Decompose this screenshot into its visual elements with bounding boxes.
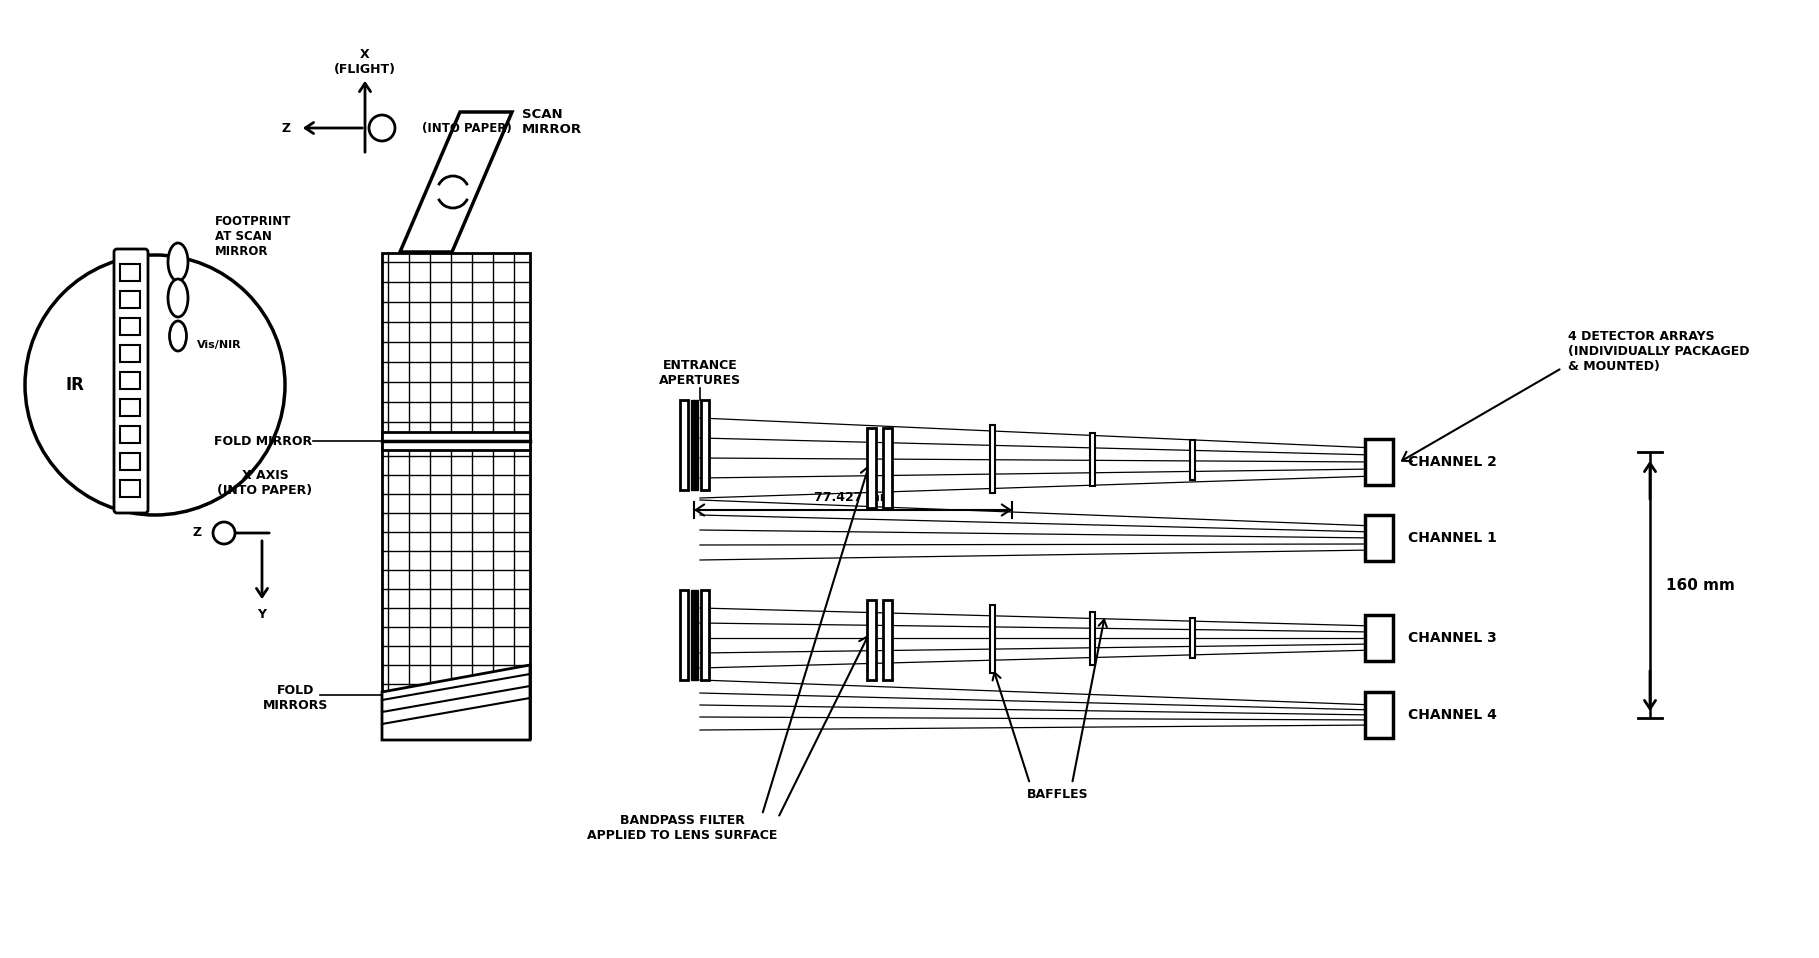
- Text: ENTRANCE
APERTURES: ENTRANCE APERTURES: [658, 359, 740, 387]
- Circle shape: [25, 255, 286, 515]
- Bar: [120, 264, 140, 281]
- Text: X AXIS
(INTO PAPER): X AXIS (INTO PAPER): [218, 469, 313, 497]
- Polygon shape: [382, 665, 529, 740]
- Bar: [868, 600, 877, 680]
- Text: CHANNEL 2: CHANNEL 2: [1408, 455, 1497, 469]
- Ellipse shape: [169, 321, 187, 351]
- Text: Z: Z: [193, 527, 202, 539]
- Text: BANDPASS FILTER
APPLIED TO LENS SURFACE: BANDPASS FILTER APPLIED TO LENS SURFACE: [588, 814, 777, 842]
- Text: SCAN
MIRROR: SCAN MIRROR: [522, 108, 582, 136]
- Bar: [882, 600, 891, 680]
- Bar: [1364, 615, 1393, 661]
- Bar: [990, 605, 995, 673]
- Ellipse shape: [167, 279, 187, 317]
- Text: CHANNEL 3: CHANNEL 3: [1408, 631, 1497, 645]
- Text: BAFFLES: BAFFLES: [1028, 788, 1090, 802]
- Bar: [882, 428, 891, 508]
- Text: Y: Y: [258, 607, 267, 621]
- Ellipse shape: [167, 243, 187, 281]
- Text: CHANNEL 4: CHANNEL 4: [1408, 708, 1497, 722]
- Bar: [120, 453, 140, 470]
- Bar: [990, 425, 995, 493]
- Text: 160 mm: 160 mm: [1666, 578, 1735, 592]
- Text: X
(FLIGHT): X (FLIGHT): [335, 48, 397, 76]
- Bar: [120, 399, 140, 416]
- Text: 77.427 mm: 77.427 mm: [813, 490, 893, 504]
- Text: FOOTPRINT
AT SCAN
MIRROR: FOOTPRINT AT SCAN MIRROR: [215, 215, 291, 258]
- Text: IR: IR: [65, 376, 84, 394]
- Text: FOLD MIRROR: FOLD MIRROR: [215, 435, 313, 447]
- Bar: [680, 590, 688, 680]
- Text: FOLD
MIRRORS: FOLD MIRRORS: [264, 684, 329, 712]
- Circle shape: [213, 522, 235, 544]
- Bar: [120, 426, 140, 443]
- Bar: [691, 590, 698, 680]
- Bar: [1090, 433, 1095, 486]
- Bar: [680, 400, 688, 490]
- Bar: [1090, 612, 1095, 665]
- Text: Vis/NIR: Vis/NIR: [196, 340, 242, 350]
- Circle shape: [369, 115, 395, 141]
- Bar: [868, 428, 877, 508]
- Bar: [700, 590, 709, 680]
- Bar: [382, 253, 529, 441]
- Polygon shape: [400, 112, 511, 252]
- Bar: [1364, 515, 1393, 561]
- Text: Z: Z: [282, 122, 291, 134]
- Bar: [382, 448, 529, 738]
- Bar: [691, 400, 698, 490]
- Bar: [120, 345, 140, 362]
- Bar: [120, 291, 140, 308]
- Text: CHANNEL 1: CHANNEL 1: [1408, 531, 1497, 545]
- Bar: [120, 318, 140, 335]
- Text: 4 DETECTOR ARRAYS
(INDIVIDUALLY PACKAGED
& MOUNTED): 4 DETECTOR ARRAYS (INDIVIDUALLY PACKAGED…: [1568, 330, 1750, 373]
- Bar: [120, 372, 140, 389]
- Bar: [1190, 618, 1195, 658]
- Bar: [1364, 439, 1393, 485]
- Bar: [700, 400, 709, 490]
- Bar: [120, 480, 140, 497]
- Text: (INTO PAPER): (INTO PAPER): [422, 122, 511, 134]
- FancyBboxPatch shape: [115, 249, 147, 513]
- Bar: [1364, 692, 1393, 738]
- Bar: [1190, 440, 1195, 480]
- Polygon shape: [382, 432, 529, 450]
